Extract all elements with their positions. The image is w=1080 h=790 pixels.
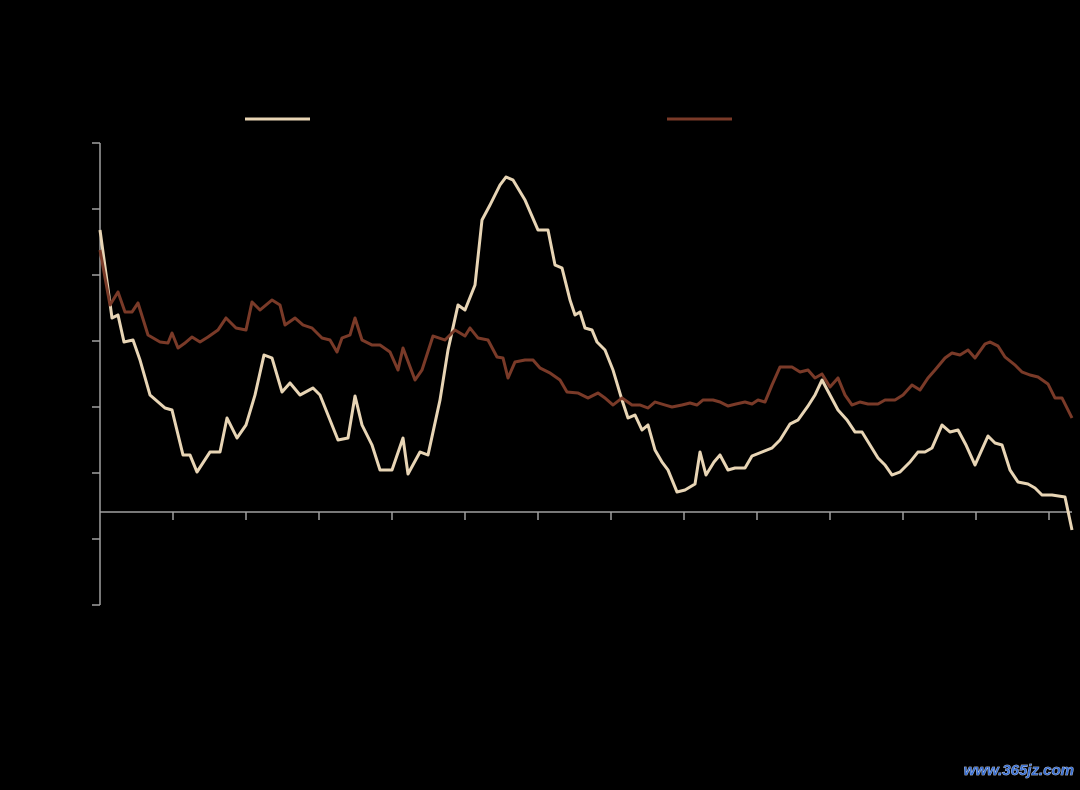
- watermark: www.365jz.com: [964, 762, 1074, 779]
- series-line: [98, 249, 1074, 419]
- series-line: [98, 175, 1074, 531]
